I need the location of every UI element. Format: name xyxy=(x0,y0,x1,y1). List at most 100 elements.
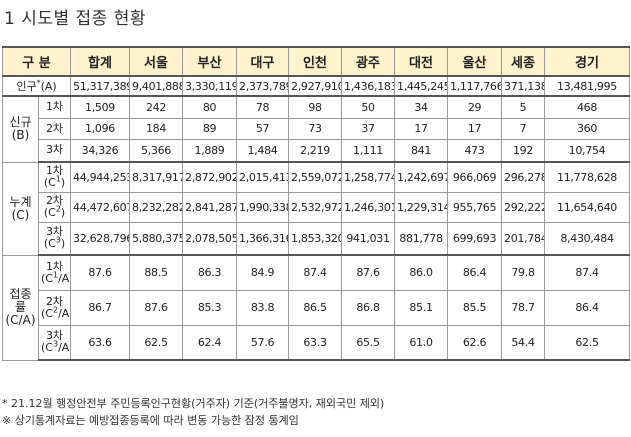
table-cell: 32,628,796 xyxy=(70,221,131,256)
table-cell: 9,401,888 xyxy=(129,75,184,97)
table-cell: 86.0 xyxy=(394,254,449,291)
table-cell: 8,317,917 xyxy=(129,161,184,193)
table-cell: 44,472,607 xyxy=(70,191,131,223)
table-cell: 61.0 xyxy=(394,324,449,361)
table-row: 신규 (B) 1차 1,509 242 80 78 98 50 34 29 5 4… xyxy=(2,95,631,163)
table-cell: 65.5 xyxy=(341,324,396,361)
table-cell: 87.4 xyxy=(288,254,343,291)
footnotes: * 21.12월 행정안전부 주민등록인구현황(거주자) 기준(거주불명자, 재… xyxy=(2,395,384,429)
table-cell: 98 xyxy=(288,95,343,119)
table-cell: 955,765 xyxy=(447,191,503,223)
table-cell: 1,117,766 xyxy=(447,75,503,97)
table-cell: 192 xyxy=(501,138,546,163)
row-label: 1차 (C1) xyxy=(37,161,72,193)
table-cell: 2,927,910 xyxy=(288,75,343,97)
row-label: 2차 (C2) xyxy=(37,191,72,223)
table-cell: 78 xyxy=(236,95,290,119)
table-cell: 87.6 xyxy=(341,254,396,291)
table-cell: 1,366,316 xyxy=(236,221,290,256)
header-region: 대구 xyxy=(236,46,290,77)
table-cell: 2,219 xyxy=(288,138,343,163)
table-cell: 1,509 xyxy=(70,95,131,119)
row-label: 2차(C2/A) xyxy=(37,289,72,326)
table-cell: 87.4 xyxy=(544,254,631,291)
rate-group-label: 접종 률 (C/A) xyxy=(2,254,39,361)
table-cell: 1,436,183 xyxy=(341,75,396,97)
table-cell: 1,229,314 xyxy=(394,191,449,223)
table-cell: 62.4 xyxy=(182,324,238,361)
table-cell: 3,330,119 xyxy=(182,75,238,97)
table-cell: 85.5 xyxy=(447,289,503,326)
table-cell: 11,654,640 xyxy=(544,191,631,223)
table-cell: 34,326 xyxy=(70,138,131,163)
header-region: 대전 xyxy=(394,46,449,77)
table-cell: 1,246,301 xyxy=(341,191,396,223)
table-cell: 88.5 xyxy=(129,254,184,291)
table-cell: 13,481,995 xyxy=(544,75,631,97)
header-row: 구 분 합계 서울 부산 대구 인천 광주 대전 울산 세종 경기 xyxy=(1,46,631,77)
table-cell: 87.6 xyxy=(70,254,131,291)
table-cell: 17 xyxy=(394,117,449,140)
vaccination-table: 구 분 합계 서울 부산 대구 인천 광주 대전 울산 세종 경기 인구*(A)… xyxy=(1,46,631,361)
row-label: 3차 (C3) xyxy=(37,221,72,256)
table-cell: 86.8 xyxy=(341,289,396,326)
table-cell: 86.5 xyxy=(288,289,343,326)
table-cell: 85.1 xyxy=(394,289,449,326)
table-cell: 1,990,338 xyxy=(236,191,290,223)
table-cell: 1,096 xyxy=(70,117,131,140)
table-row: 2차 1,096 184 89 57 73 37 17 17 7 360 xyxy=(3,117,631,140)
table-cell: 17 xyxy=(447,117,503,140)
table-cell: 1,242,697 xyxy=(394,161,449,193)
table-cell: 5 xyxy=(501,95,546,119)
table-cell: 86.3 xyxy=(182,254,238,291)
table-cell: 63.6 xyxy=(70,324,131,361)
table-cell: 54.4 xyxy=(501,324,546,361)
table-cell: 292,222 xyxy=(501,191,546,223)
table-cell: 2,078,505 xyxy=(182,221,238,256)
table-cell: 50 xyxy=(341,95,396,119)
table-cell: 2,373,789 xyxy=(236,75,290,97)
table-cell: 1,853,320 xyxy=(288,221,343,256)
table-cell: 57.6 xyxy=(236,324,290,361)
table-cell: 83.8 xyxy=(236,289,290,326)
table-cell: 62.6 xyxy=(447,324,503,361)
table-cell: 85.3 xyxy=(182,289,238,326)
table-cell: 57 xyxy=(236,117,290,140)
table-cell: 371,138 xyxy=(501,75,546,97)
table-cell: 1,111 xyxy=(341,138,396,163)
table-cell: 87.6 xyxy=(129,289,184,326)
footnote: * 21.12월 행정안전부 주민등록인구현황(거주자) 기준(거주불명자, 재… xyxy=(2,397,385,410)
table-cell: 44,944,253 xyxy=(70,161,131,193)
table-cell: 941,031 xyxy=(341,221,396,256)
table-cell: 1,484 xyxy=(236,138,290,163)
table-cell: 8,430,484 xyxy=(544,221,631,256)
row-label: 2차 xyxy=(37,117,72,140)
table-cell: 86.4 xyxy=(544,289,631,326)
header-region: 세종 xyxy=(501,46,546,77)
table-cell: 34 xyxy=(394,95,449,119)
cumulative-group-label: 누계 (C) xyxy=(2,161,39,256)
table-cell: 78.7 xyxy=(501,289,546,326)
table-cell: 63.3 xyxy=(288,324,343,361)
table-cell: 89 xyxy=(182,117,238,140)
table-cell: 2,559,072 xyxy=(288,161,343,193)
table-cell: 1,445,245 xyxy=(394,75,449,97)
table-cell: 468 xyxy=(544,95,631,119)
table-cell: 881,778 xyxy=(394,221,449,256)
table-row: 3차 (C3) 32,628,796 5,880,375 2,078,505 1,… xyxy=(3,221,631,256)
header-region: 울산 xyxy=(447,46,503,77)
header-region: 경기 xyxy=(544,46,631,77)
table-cell: 37 xyxy=(341,117,396,140)
table-cell: 2,015,413 xyxy=(236,161,290,193)
row-label: 1차(C1/A) xyxy=(37,254,72,291)
table-cell: 8,232,282 xyxy=(129,191,184,223)
population-label: 인구*(A) xyxy=(1,75,72,97)
table-cell: 5,366 xyxy=(129,138,184,163)
footnote: ※ 상기통계자료는 예방접종등록에 따라 변동 가능한 잠정 통계임 xyxy=(2,414,299,427)
new-group-label: 신규 (B) xyxy=(2,95,39,163)
row-label: 3차 xyxy=(37,138,72,163)
table-cell: 473 xyxy=(447,138,503,163)
table-cell: 966,069 xyxy=(447,161,503,193)
table-cell: 80 xyxy=(182,95,238,119)
header-region: 인천 xyxy=(288,46,343,77)
